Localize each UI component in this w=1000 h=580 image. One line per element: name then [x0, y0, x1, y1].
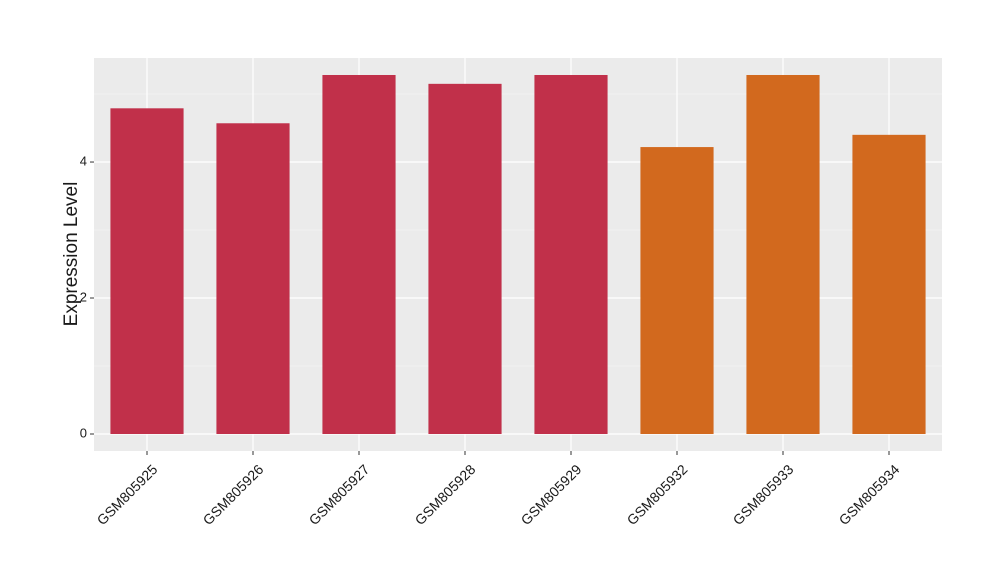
x-tick-label: GSM805927 [306, 461, 373, 528]
y-tick-label: 2 [80, 289, 87, 304]
bar [534, 74, 608, 435]
x-tick-label: GSM805928 [412, 461, 479, 528]
x-tick-label: GSM805934 [836, 461, 903, 528]
x-tick-label: GSM805926 [200, 461, 267, 528]
bar [746, 74, 820, 435]
x-tick-label: GSM805932 [624, 461, 691, 528]
bar [322, 74, 396, 435]
x-tick-label: GSM805933 [730, 461, 797, 528]
bar [640, 147, 714, 435]
y-axis-title: Expression Level [61, 182, 82, 327]
bar [216, 123, 290, 435]
y-tick-label: 0 [80, 425, 87, 440]
bar [428, 83, 502, 435]
y-tick-label: 4 [80, 153, 87, 168]
x-tick-label: GSM805929 [518, 461, 585, 528]
bar [852, 134, 926, 435]
x-tick-label: GSM805925 [94, 461, 161, 528]
bar [110, 108, 184, 435]
